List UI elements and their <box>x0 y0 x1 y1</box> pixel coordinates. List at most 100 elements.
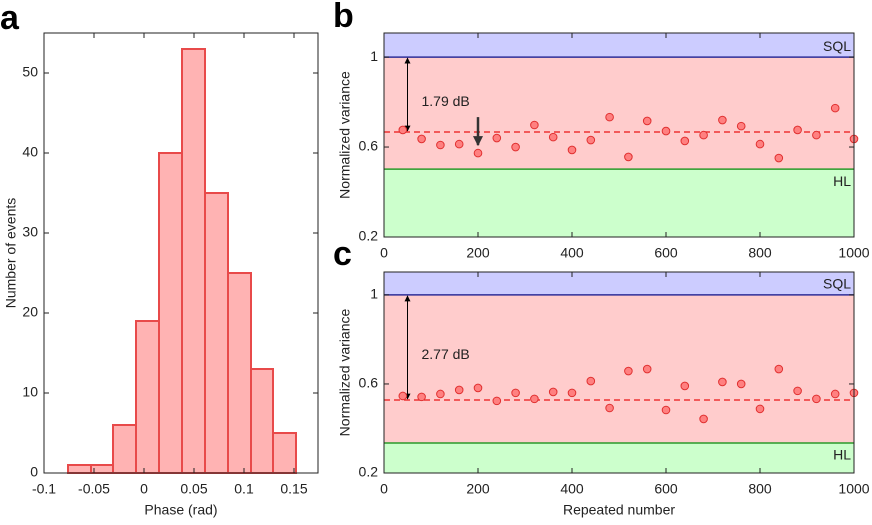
point <box>473 383 483 393</box>
point <box>736 379 746 389</box>
y-tick-label: 40 <box>22 144 38 160</box>
sql-label: SQL <box>823 276 851 292</box>
point <box>473 148 483 158</box>
sql-band <box>384 33 854 58</box>
point <box>605 403 614 413</box>
point <box>624 366 633 376</box>
bar <box>227 272 252 474</box>
point <box>774 364 784 374</box>
y-tick-label: 50 <box>22 64 38 80</box>
point <box>661 405 671 415</box>
annotation-text: 2.77 dB <box>422 346 470 362</box>
panel-label: a <box>0 0 20 37</box>
point <box>586 135 596 145</box>
panel-label: b <box>333 0 354 35</box>
y-tick-label: 1 <box>370 48 378 64</box>
point <box>680 381 690 391</box>
y-tick-label: 0.2 <box>359 464 379 480</box>
point <box>530 394 539 404</box>
x-tick-label: 200 <box>466 245 490 261</box>
bar <box>250 368 274 474</box>
hl-label: HL <box>833 173 851 189</box>
x-tick-label: 1000 <box>838 481 869 497</box>
point <box>680 136 690 146</box>
point <box>699 130 708 140</box>
x-tick-label: 600 <box>654 245 678 261</box>
point <box>530 120 539 130</box>
hl-band <box>384 442 854 473</box>
point <box>661 126 671 136</box>
y-axis-label: Number of events <box>3 198 19 309</box>
mid-band <box>384 294 854 443</box>
point <box>511 142 520 152</box>
x-tick-label: 0 <box>140 481 148 497</box>
bar <box>112 424 137 474</box>
y-axis-label: Normalized variance <box>337 308 353 436</box>
point <box>454 139 464 149</box>
y-tick-label: 30 <box>22 224 38 240</box>
point <box>830 103 840 113</box>
point <box>718 377 727 387</box>
point <box>755 404 765 414</box>
point <box>605 112 614 122</box>
x-tick-label: 0 <box>380 481 388 497</box>
x-tick-label: 400 <box>560 245 584 261</box>
annotation-text: 1.79 dB <box>422 93 470 109</box>
y-tick-label: 20 <box>22 304 38 320</box>
point <box>398 391 408 401</box>
hl-label: HL <box>833 447 851 463</box>
point <box>793 125 802 135</box>
point <box>812 394 821 404</box>
y-axis-label: Normalized variance <box>337 71 353 199</box>
point <box>774 153 784 163</box>
hl-band <box>384 169 854 237</box>
point <box>511 388 520 398</box>
point <box>718 115 727 125</box>
point <box>548 387 558 397</box>
bar <box>272 432 297 474</box>
x-tick-label: 800 <box>748 481 772 497</box>
x-tick-label: 400 <box>560 481 584 497</box>
x-tick-label: -0.1 <box>32 481 56 497</box>
y-tick-label: 1 <box>370 286 378 302</box>
point <box>624 152 633 162</box>
point <box>642 364 652 374</box>
point <box>586 376 596 386</box>
x-tick-label: 800 <box>748 245 772 261</box>
axes-frame <box>383 32 855 238</box>
bar <box>158 152 183 474</box>
x-tick-label: 0.15 <box>280 481 307 497</box>
y-tick-label: 0.6 <box>359 138 379 154</box>
axes-frame <box>43 32 319 474</box>
point <box>642 116 652 126</box>
x-tick-label: 1000 <box>838 245 869 261</box>
point <box>417 392 426 402</box>
point <box>436 389 445 399</box>
point <box>567 145 577 155</box>
y-tick-label: 0.6 <box>359 375 379 391</box>
panel-label: c <box>333 235 352 273</box>
point <box>699 414 708 424</box>
x-axis-label: Phase (rad) <box>144 502 217 518</box>
x-tick-label: 0.1 <box>234 481 254 497</box>
bar <box>181 48 206 474</box>
point <box>793 386 802 396</box>
x-tick-label: 0 <box>380 245 388 261</box>
point <box>436 140 445 150</box>
mid-band <box>384 57 854 170</box>
x-tick-label: 600 <box>654 481 678 497</box>
point <box>454 385 464 395</box>
point <box>492 133 502 143</box>
point <box>755 139 765 149</box>
x-tick-label: 0.05 <box>180 481 207 497</box>
y-tick-label: 0 <box>30 464 38 480</box>
point <box>736 121 746 131</box>
x-axis-label: Repeated number <box>563 502 675 518</box>
point <box>548 132 558 142</box>
point <box>398 125 408 135</box>
point <box>492 396 502 406</box>
bar <box>135 320 160 474</box>
point <box>567 388 577 398</box>
point <box>417 134 426 144</box>
